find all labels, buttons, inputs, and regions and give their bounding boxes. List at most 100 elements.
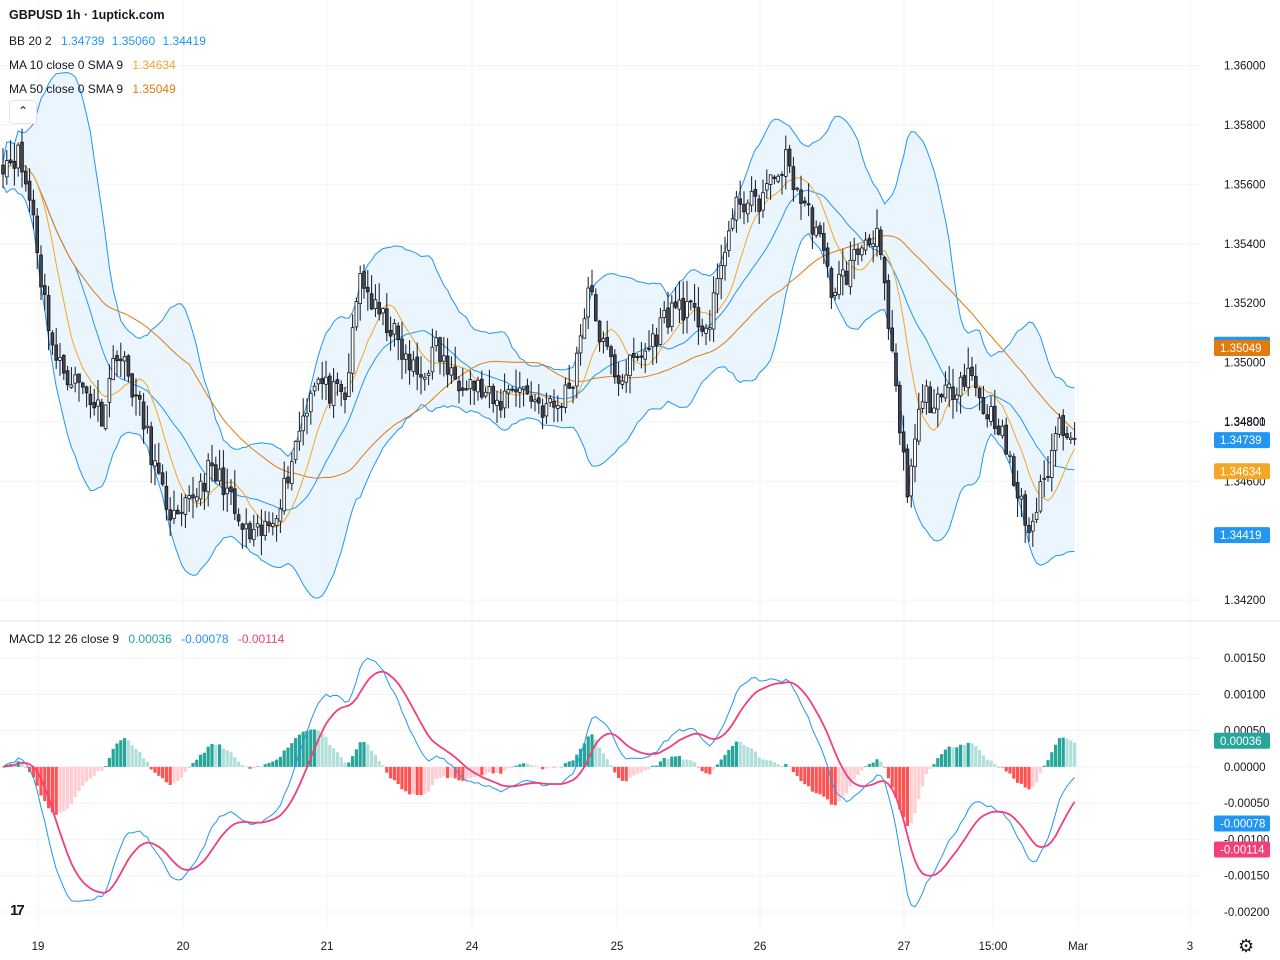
candle: [867, 233, 872, 248]
histogram-bar: [465, 766, 469, 781]
candle-body: [388, 330, 393, 337]
candle: [901, 415, 906, 471]
candle: [50, 330, 55, 355]
histogram-bar: [453, 766, 457, 779]
candle-body: [955, 394, 959, 400]
candle-body: [191, 494, 195, 499]
candle: [578, 324, 583, 366]
candle: [263, 510, 267, 541]
histogram-bar: [320, 733, 324, 767]
bollinger-band-fill: [3, 72, 1075, 599]
candle: [5, 150, 9, 185]
collapse-legend-button[interactable]: ⌃: [9, 100, 37, 124]
candle: [149, 421, 154, 484]
candle-body: [544, 403, 549, 417]
candle-body: [324, 376, 328, 385]
candle-body: [962, 375, 967, 387]
candle-body: [966, 367, 970, 388]
histogram-bar: [598, 747, 602, 767]
candle: [708, 310, 712, 342]
candle-body: [483, 391, 488, 397]
histogram-bar: [753, 751, 757, 767]
candle: [590, 269, 594, 296]
candle-body: [856, 248, 860, 255]
candle-body: [848, 259, 853, 288]
candle: [77, 373, 81, 402]
macd-tag-bg: [1214, 815, 1270, 832]
candle-body: [837, 273, 841, 295]
histogram-bar: [1069, 740, 1073, 767]
price-tag: 1.34801: [1224, 417, 1266, 429]
candle-body: [639, 355, 644, 358]
bollinger-upper-line: [2, 72, 1075, 458]
candle-body: [936, 393, 940, 410]
candle: [69, 367, 74, 389]
candle: [909, 458, 913, 508]
candle-body: [670, 302, 674, 327]
candle: [856, 244, 860, 265]
candle: [65, 365, 70, 391]
candle: [12, 143, 17, 186]
candle: [597, 319, 602, 352]
candle: [993, 389, 997, 435]
candle-body: [407, 353, 412, 371]
candle: [765, 169, 769, 199]
candle-body: [571, 386, 575, 389]
candle: [58, 343, 62, 376]
histogram-bar: [415, 766, 419, 796]
histogram-bar: [586, 736, 590, 767]
candle-body: [251, 528, 256, 541]
tradingview-logo-icon[interactable]: 17: [10, 902, 25, 919]
candle: [153, 444, 157, 486]
candle: [202, 473, 207, 510]
histogram-bar: [107, 757, 111, 767]
histogram-bar: [997, 766, 1001, 768]
histogram-bar: [742, 744, 746, 767]
candle: [844, 261, 849, 286]
candle-body: [472, 380, 476, 391]
candle-body: [939, 394, 944, 398]
candle: [852, 237, 856, 280]
candle: [913, 424, 917, 483]
candle-body: [844, 270, 849, 285]
candle: [327, 372, 332, 409]
candle: [172, 490, 176, 524]
candle-body: [403, 353, 408, 360]
candle: [863, 231, 868, 256]
macd-histogram: [1, 729, 1077, 826]
candle: [753, 180, 758, 213]
histogram-bar: [111, 748, 115, 767]
candle-body: [673, 301, 678, 308]
candle-body: [780, 174, 784, 176]
histogram-bar: [761, 759, 765, 767]
histogram-bar: [647, 766, 651, 770]
gear-icon[interactable]: ⚙: [1238, 936, 1255, 956]
candle: [498, 388, 503, 418]
candle: [31, 189, 36, 230]
price-tag-bg: [1214, 432, 1270, 449]
candle-body: [841, 269, 845, 277]
histogram-bar: [677, 755, 681, 767]
candle: [537, 384, 541, 415]
histogram-bar: [411, 766, 415, 794]
histogram-bar: [240, 765, 244, 767]
candle: [198, 473, 203, 506]
histogram-bar: [339, 757, 343, 767]
histogram-bar: [195, 759, 199, 767]
candle-body: [985, 414, 989, 420]
histogram-bar: [1008, 766, 1012, 774]
candle-body: [685, 301, 689, 318]
histogram-bar: [50, 766, 54, 813]
candle: [742, 191, 746, 225]
candle-body: [274, 518, 279, 526]
histogram-bar: [765, 760, 769, 767]
candle-body: [905, 448, 910, 498]
histogram-bar: [940, 754, 944, 767]
histogram-bar: [704, 766, 708, 774]
histogram-bar: [35, 766, 39, 786]
candle-body: [818, 225, 822, 235]
candle-body: [514, 389, 518, 393]
candle: [350, 314, 355, 393]
histogram-bar: [769, 760, 773, 767]
